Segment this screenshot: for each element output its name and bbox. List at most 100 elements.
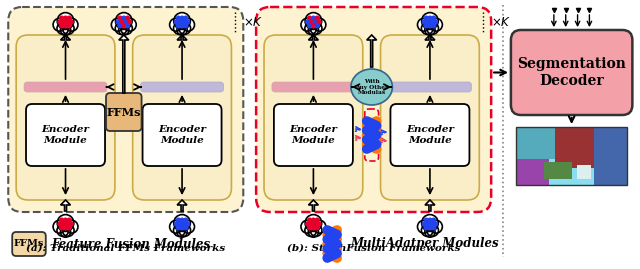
Circle shape: [186, 222, 189, 226]
Text: $\times K$: $\times K$: [243, 16, 264, 29]
Circle shape: [67, 16, 71, 20]
Circle shape: [312, 218, 316, 222]
Circle shape: [425, 227, 435, 237]
Bar: [516, 127, 627, 185]
Circle shape: [308, 16, 312, 20]
Circle shape: [310, 222, 314, 226]
Circle shape: [125, 24, 129, 28]
Circle shape: [61, 20, 66, 24]
Circle shape: [428, 226, 432, 230]
Circle shape: [63, 218, 67, 222]
FancyBboxPatch shape: [388, 82, 472, 92]
Circle shape: [60, 218, 64, 222]
Circle shape: [428, 16, 432, 20]
Circle shape: [118, 24, 122, 28]
FancyBboxPatch shape: [16, 35, 115, 200]
Bar: [555, 127, 594, 168]
Circle shape: [63, 16, 67, 20]
Circle shape: [178, 222, 182, 226]
Circle shape: [184, 226, 188, 230]
Circle shape: [430, 20, 434, 24]
Circle shape: [184, 218, 188, 222]
Text: FFMs: FFMs: [106, 107, 141, 118]
Circle shape: [424, 24, 428, 28]
Circle shape: [305, 13, 322, 29]
Circle shape: [179, 225, 191, 236]
Circle shape: [57, 215, 74, 231]
Circle shape: [170, 220, 182, 233]
FancyBboxPatch shape: [132, 35, 232, 200]
Circle shape: [177, 24, 180, 28]
Text: With
Any Other
Modulas: With Any Other Modulas: [355, 79, 388, 95]
FancyBboxPatch shape: [390, 104, 469, 166]
Circle shape: [60, 226, 64, 230]
FancyBboxPatch shape: [272, 82, 355, 92]
Circle shape: [65, 18, 78, 31]
Circle shape: [315, 218, 319, 222]
Circle shape: [180, 16, 184, 20]
Circle shape: [177, 16, 180, 20]
Circle shape: [184, 24, 188, 28]
Circle shape: [177, 25, 187, 35]
Polygon shape: [425, 35, 435, 40]
Circle shape: [182, 18, 195, 31]
Bar: [516, 159, 549, 185]
Polygon shape: [308, 200, 318, 211]
FancyBboxPatch shape: [141, 82, 223, 92]
FancyBboxPatch shape: [143, 104, 221, 166]
Bar: [577, 165, 591, 179]
Circle shape: [60, 24, 64, 28]
Circle shape: [125, 16, 129, 20]
Circle shape: [111, 18, 124, 31]
Circle shape: [312, 24, 316, 28]
Circle shape: [310, 225, 322, 236]
Circle shape: [428, 218, 432, 222]
Circle shape: [116, 20, 120, 24]
Circle shape: [312, 226, 316, 230]
Text: MultiAdatper Modules: MultiAdatper Modules: [350, 238, 499, 250]
Circle shape: [180, 24, 184, 28]
Circle shape: [175, 222, 179, 226]
Circle shape: [180, 218, 184, 222]
Circle shape: [308, 25, 319, 35]
Circle shape: [120, 20, 124, 24]
Circle shape: [173, 23, 185, 34]
Circle shape: [305, 215, 322, 231]
Circle shape: [422, 13, 438, 29]
Circle shape: [57, 13, 74, 29]
Circle shape: [65, 220, 78, 233]
FancyBboxPatch shape: [12, 232, 46, 256]
Circle shape: [432, 218, 436, 222]
Circle shape: [317, 20, 321, 24]
FancyBboxPatch shape: [264, 35, 363, 200]
Circle shape: [175, 20, 179, 24]
Circle shape: [122, 16, 126, 20]
Polygon shape: [425, 200, 435, 211]
Polygon shape: [177, 35, 187, 40]
Circle shape: [60, 227, 70, 237]
Circle shape: [312, 16, 316, 20]
Circle shape: [426, 20, 430, 24]
Circle shape: [428, 24, 432, 28]
Bar: [544, 162, 572, 179]
Circle shape: [314, 20, 317, 24]
Circle shape: [69, 222, 73, 226]
Circle shape: [177, 226, 180, 230]
Circle shape: [417, 220, 430, 233]
Circle shape: [124, 20, 127, 24]
Text: Encoder
Module: Encoder Module: [406, 125, 454, 145]
Circle shape: [184, 16, 188, 20]
Circle shape: [177, 227, 187, 237]
Circle shape: [313, 18, 326, 31]
Text: Encoder
Module: Encoder Module: [158, 125, 206, 145]
Circle shape: [67, 218, 71, 222]
Text: Encoder
Module: Encoder Module: [42, 125, 90, 145]
Circle shape: [62, 23, 74, 34]
Circle shape: [182, 20, 186, 24]
Circle shape: [122, 24, 126, 28]
Circle shape: [62, 225, 74, 236]
Circle shape: [422, 215, 438, 231]
Circle shape: [306, 222, 310, 226]
Circle shape: [308, 227, 319, 237]
Circle shape: [58, 222, 62, 226]
